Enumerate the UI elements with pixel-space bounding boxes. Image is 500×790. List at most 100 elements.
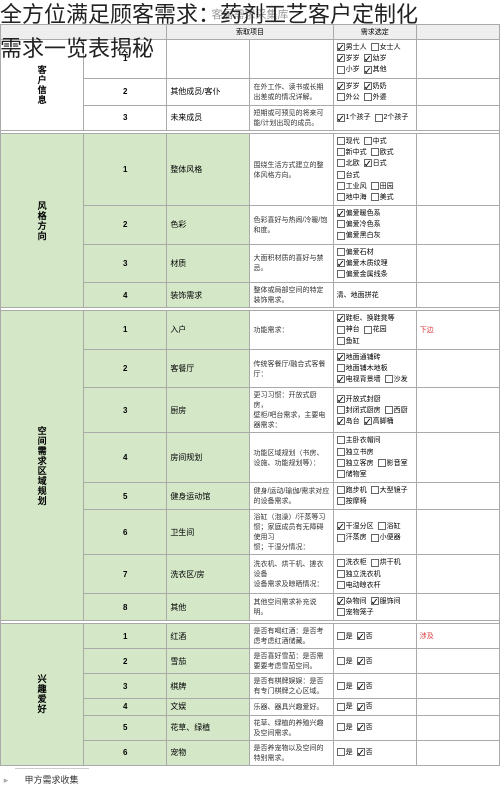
checkbox-icon[interactable]	[337, 171, 345, 179]
checkbox-icon[interactable]	[357, 748, 365, 756]
checkbox-icon[interactable]	[337, 248, 345, 256]
checkbox-icon[interactable]	[337, 608, 345, 616]
option[interactable]: 岛台	[337, 416, 360, 427]
option[interactable]: 其他	[364, 64, 387, 75]
option[interactable]: 偏爱冷色系	[337, 219, 381, 230]
checkbox-icon[interactable]	[337, 209, 345, 217]
prev-arrow-icon[interactable]: ▸	[0, 775, 12, 786]
checkbox-icon[interactable]	[337, 486, 345, 494]
checkbox-icon[interactable]	[337, 703, 345, 711]
option[interactable]: 神台	[337, 324, 360, 335]
checkbox-icon[interactable]	[364, 326, 372, 334]
option[interactable]: 2个孩子	[375, 112, 409, 123]
option[interactable]: 日式	[364, 158, 387, 169]
option[interactable]: 岁岁	[337, 81, 360, 92]
checkbox-icon[interactable]	[337, 559, 345, 567]
option[interactable]: 偏爱暖色系	[337, 208, 381, 219]
checkbox-icon[interactable]	[364, 137, 372, 145]
option[interactable]: 独立书房	[337, 447, 374, 458]
checkbox-icon[interactable]	[357, 703, 365, 711]
checkbox-icon[interactable]	[364, 82, 372, 90]
option[interactable]: 是	[337, 747, 353, 758]
checkbox-icon[interactable]	[364, 93, 372, 101]
checkbox-icon[interactable]	[378, 522, 386, 530]
option[interactable]: 是	[337, 722, 353, 733]
checkbox-icon[interactable]	[337, 66, 345, 74]
checkbox-icon[interactable]	[337, 534, 345, 542]
option[interactable]: 储物室	[337, 469, 367, 480]
checkbox-icon[interactable]	[337, 148, 345, 156]
checkbox-icon[interactable]	[337, 43, 345, 51]
option[interactable]: 按摩椅	[337, 496, 367, 507]
checkbox-icon[interactable]	[337, 682, 345, 690]
checkbox-icon[interactable]	[337, 353, 345, 361]
checkbox-icon[interactable]	[364, 159, 372, 167]
checkbox-icon[interactable]	[337, 395, 345, 403]
checkbox-icon[interactable]	[337, 326, 345, 334]
option[interactable]: 干湿分区	[337, 521, 374, 532]
checkbox-icon[interactable]	[357, 682, 365, 690]
checkbox-icon[interactable]	[337, 375, 345, 383]
option[interactable]: 影音室	[378, 458, 408, 469]
checkbox-icon[interactable]	[371, 486, 379, 494]
checkbox-icon[interactable]	[378, 459, 386, 467]
checkbox-icon[interactable]	[337, 597, 345, 605]
option[interactable]: 西厨	[385, 405, 408, 416]
option[interactable]: 浴缸	[378, 521, 401, 532]
option[interactable]: 新中式	[337, 147, 367, 158]
option[interactable]: 偏爱木质纹理	[337, 258, 388, 269]
checkbox-icon[interactable]	[337, 448, 345, 456]
option[interactable]: 偏爱黑白灰	[337, 230, 381, 241]
option[interactable]: 是	[337, 631, 353, 642]
option[interactable]: 洗衣柜	[337, 557, 367, 568]
checkbox-icon[interactable]	[337, 723, 345, 731]
option[interactable]: 是	[337, 656, 353, 667]
option[interactable]: 鱼缸	[337, 336, 360, 347]
option[interactable]: 服饰间	[371, 596, 401, 607]
checkbox-icon[interactable]	[337, 93, 345, 101]
checkbox-icon[interactable]	[337, 337, 345, 345]
option[interactable]: 烘干机	[371, 557, 401, 568]
option[interactable]: 地中海	[337, 192, 367, 203]
option[interactable]: 独立客房	[337, 458, 374, 469]
option[interactable]: 高脚桶	[364, 416, 394, 427]
checkbox-icon[interactable]	[337, 497, 345, 505]
checkbox-icon[interactable]	[385, 406, 393, 414]
option[interactable]: 外公	[337, 92, 360, 103]
option[interactable]: 电动晾衣杆	[337, 580, 381, 591]
checkbox-icon[interactable]	[357, 657, 365, 665]
option[interactable]: 奶奶	[364, 81, 387, 92]
option[interactable]: 外婆	[364, 92, 387, 103]
option[interactable]: 现代	[337, 136, 360, 147]
checkbox-icon[interactable]	[337, 114, 345, 122]
option[interactable]: 1个孩子	[337, 112, 371, 123]
option[interactable]: 中式	[364, 136, 387, 147]
checkbox-icon[interactable]	[337, 632, 345, 640]
option[interactable]: 工业风	[337, 181, 367, 192]
option[interactable]: 独立洗衣机	[337, 569, 381, 580]
option[interactable]: 岁岁	[337, 53, 360, 64]
option[interactable]: 鞋柜、换鞋凳等	[337, 313, 395, 324]
option[interactable]: 否	[357, 722, 373, 733]
option[interactable]: 否	[357, 681, 373, 692]
option[interactable]: 是	[337, 681, 353, 692]
checkbox-icon[interactable]	[337, 193, 345, 201]
option[interactable]: 否	[357, 631, 373, 642]
checkbox-icon[interactable]	[337, 470, 345, 478]
checkbox-icon[interactable]	[371, 182, 379, 190]
option[interactable]: 台式	[337, 170, 360, 181]
checkbox-icon[interactable]	[375, 114, 383, 122]
checkbox-icon[interactable]	[371, 148, 379, 156]
checkbox-icon[interactable]	[371, 534, 379, 542]
checkbox-icon[interactable]	[337, 220, 345, 228]
checkbox-icon[interactable]	[337, 54, 345, 62]
checkbox-icon[interactable]	[337, 657, 345, 665]
option[interactable]: 田园	[371, 181, 394, 192]
checkbox-icon[interactable]	[385, 375, 393, 383]
option[interactable]: 开放式封厨	[337, 394, 381, 405]
checkbox-icon[interactable]	[371, 193, 379, 201]
checkbox-icon[interactable]	[337, 159, 345, 167]
option[interactable]: 是	[337, 701, 353, 712]
checkbox-icon[interactable]	[364, 417, 372, 425]
option[interactable]: 否	[357, 656, 373, 667]
